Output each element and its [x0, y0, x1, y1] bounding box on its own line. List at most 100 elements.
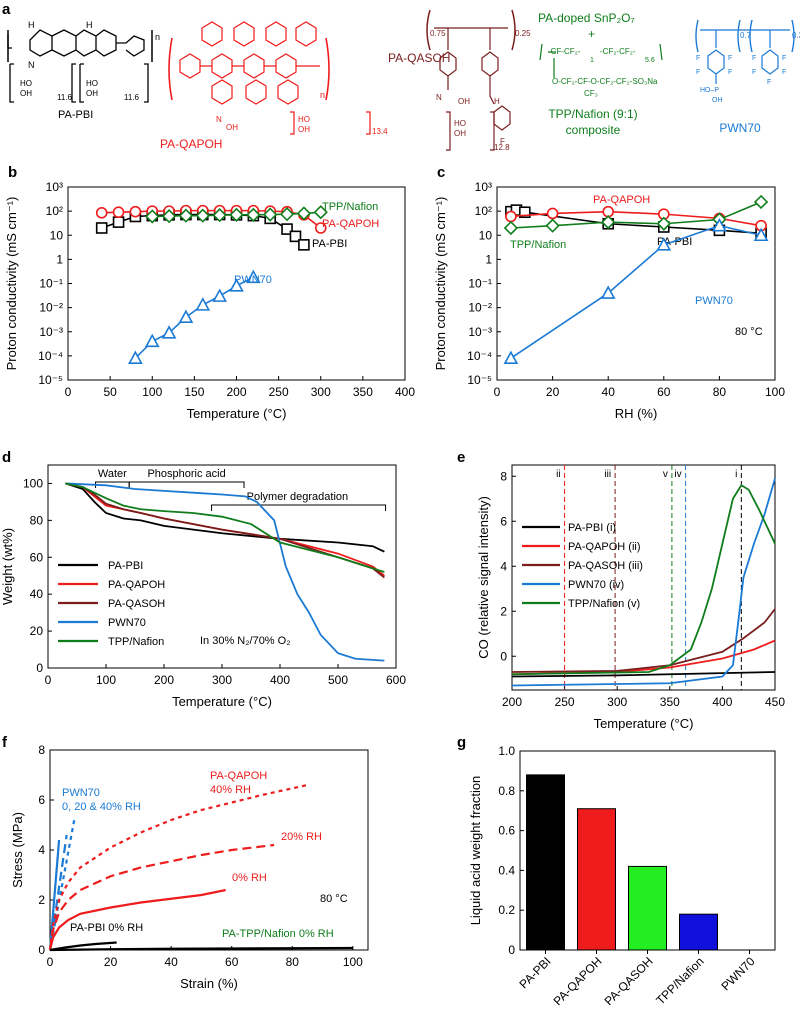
subscript-count: 13.4 — [372, 127, 388, 136]
x-axis-label: RH (%) — [615, 406, 658, 421]
structure-label-pa-qapoh: PA-QAPOH — [160, 137, 222, 151]
y-tick-label: 0 — [38, 943, 45, 957]
y-axis-label: CO (relative signal intensity) — [476, 496, 491, 659]
x-tick-label: 100 — [343, 955, 363, 969]
series-line — [511, 484, 776, 676]
series-label: PWN70 — [695, 295, 733, 307]
series-label: PWN70 — [62, 787, 100, 799]
y-tick-label: 10⁻² — [39, 301, 63, 315]
y-tick-label: 20 — [30, 624, 44, 638]
series-label: PA-TPP/Nafion 0% RH — [222, 928, 334, 940]
bracket-label: Polymer degradation — [247, 491, 349, 503]
y-tick-label: 10 — [50, 228, 64, 242]
series-line — [511, 478, 776, 687]
y-tick-label: 10³ — [46, 180, 63, 194]
data-point — [246, 207, 261, 222]
atom-label: OH — [20, 89, 32, 98]
data-point — [600, 285, 616, 299]
y-tick-label: 0.4 — [498, 863, 515, 877]
atom-label: H — [28, 20, 35, 30]
subscript-count: 11.6 — [124, 93, 140, 102]
legend-label: PA-PBI — [108, 560, 143, 572]
y-tick-label: 0.8 — [498, 784, 515, 798]
series-line — [49, 946, 353, 952]
series-label: 20% RH — [281, 831, 322, 843]
y-axis-label: Proton conductivity (mS cm⁻¹) — [4, 197, 19, 371]
x-tick-label: 100 — [96, 673, 116, 687]
y-tick-label: 6 — [500, 514, 507, 528]
x-tick-label: PWN70 — [718, 954, 757, 993]
structure-label-tpp-nafion: TPP/Nafion (9:1) — [548, 107, 637, 121]
y-tick-label: 1 — [485, 252, 492, 266]
fraction: 1 — [590, 57, 594, 64]
y-tick-label: 10² — [46, 204, 63, 218]
data-point — [546, 207, 559, 220]
legend-label: TPP/Nafion (v) — [568, 598, 640, 610]
chain-text: CF₃ — [584, 89, 598, 98]
data-point — [229, 207, 244, 222]
atom-label: F — [752, 69, 756, 76]
bracket-label: Phosphoric acid — [147, 468, 225, 480]
panel-e-chart: e 200 250 300 350 400 450 0 2 4 6 8 Temperature (°C)… — [457, 449, 785, 731]
data-point — [212, 208, 227, 223]
data-point — [145, 209, 160, 224]
y-tick-label: 0.2 — [498, 903, 515, 917]
atom-label: OH — [226, 123, 238, 132]
y-tick-label: 6 — [38, 793, 45, 807]
series-label: 40% RH — [210, 784, 251, 796]
structure-label-pwn70: PWN70 — [719, 121, 761, 135]
atom-label: F — [752, 55, 756, 62]
x-tick-label: 20 — [546, 385, 560, 399]
data-point — [161, 209, 177, 224]
data-point — [195, 297, 211, 311]
atom-label: F — [728, 55, 732, 62]
data-point — [712, 217, 727, 232]
y-tick-label: 10⁻¹ — [39, 277, 63, 291]
data-point — [112, 216, 125, 228]
series-label: PA-QAPOH — [210, 770, 267, 782]
y-tick-label: 0 — [508, 943, 515, 957]
series-line — [65, 482, 385, 662]
x-tick-label: 0 — [45, 673, 52, 687]
onset-label: i — [735, 469, 737, 480]
subscript-n: n — [320, 90, 325, 100]
onset-label: iii — [604, 469, 611, 480]
x-tick-label: 500 — [328, 673, 348, 687]
bracket — [128, 481, 245, 488]
data-point — [178, 208, 194, 223]
atom-label: N — [216, 115, 222, 124]
plot-frame — [511, 464, 776, 691]
data-point — [112, 206, 125, 219]
panel-letter: e — [457, 449, 465, 466]
x-axis-label: Strain (%) — [180, 976, 238, 991]
data-point — [161, 325, 177, 339]
x-tick-label: 400 — [395, 385, 415, 399]
atom-label: F — [696, 55, 700, 62]
series-label: TPP/Nafion — [322, 201, 378, 213]
atom-label: HO — [454, 119, 466, 128]
data-point — [95, 207, 108, 219]
bracket — [211, 504, 387, 511]
y-tick-label: 8 — [500, 469, 507, 483]
structure-pa-pbi — [7, 29, 153, 103]
x-tick-label: 300 — [212, 673, 232, 687]
bar — [577, 808, 616, 951]
data-point — [195, 208, 210, 223]
x-axis-label: Temperature (°C) — [594, 716, 694, 731]
plot-frame — [496, 186, 776, 381]
subscript-count: 11.6 — [57, 93, 73, 102]
series-label: 0% RH — [232, 872, 267, 884]
data-point — [298, 239, 310, 251]
atom-label: OH — [86, 89, 98, 98]
atom-label: OH — [712, 97, 723, 104]
y-tick-label: 10⁻⁵ — [38, 373, 63, 387]
x-tick-label: 400 — [270, 673, 290, 687]
x-tick-label: 40 — [164, 955, 178, 969]
legend-label: PWN70 (iv) — [568, 579, 624, 591]
x-tick-label: 40 — [602, 385, 616, 399]
series-line — [65, 482, 385, 553]
annotation: 80 °C — [735, 326, 763, 338]
y-tick-label: 10 — [479, 228, 493, 242]
legend-label: TPP/Nafion — [108, 636, 164, 648]
atom-label: F — [696, 69, 700, 76]
